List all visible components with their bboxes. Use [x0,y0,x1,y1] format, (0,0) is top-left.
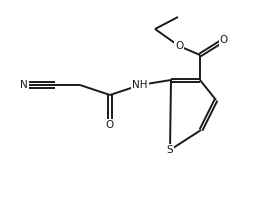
Text: NH: NH [132,80,148,90]
Text: O: O [106,120,114,130]
Text: S: S [167,145,173,155]
Text: O: O [175,41,183,51]
Text: O: O [220,35,228,45]
Text: N: N [20,80,28,90]
